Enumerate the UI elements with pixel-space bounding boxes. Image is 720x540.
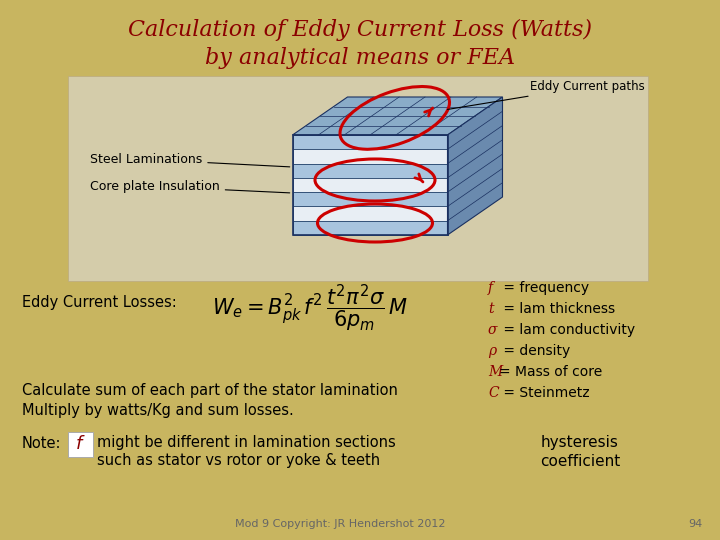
Text: Multiply by watts/Kg and sum losses.: Multiply by watts/Kg and sum losses.: [22, 402, 294, 417]
Text: = Steinmetz: = Steinmetz: [499, 386, 590, 400]
Text: such as stator vs rotor or yoke & teeth: such as stator vs rotor or yoke & teeth: [97, 454, 380, 469]
Text: coefficient: coefficient: [540, 455, 620, 469]
Text: $f$: $f$: [75, 435, 85, 453]
Text: $W_e = B_{pk}^2\, f^2\, \dfrac{t^2\pi^2\sigma}{6p_m}\, M$: $W_e = B_{pk}^2\, f^2\, \dfrac{t^2\pi^2\…: [212, 282, 408, 334]
Text: Calculation of Eddy Current Loss (Watts): Calculation of Eddy Current Loss (Watts): [128, 19, 592, 41]
Text: f: f: [488, 281, 493, 295]
Text: Calculate sum of each part of the stator lamination: Calculate sum of each part of the stator…: [22, 382, 398, 397]
Text: might be different in lamination sections: might be different in lamination section…: [97, 435, 396, 450]
Text: = lam thickness: = lam thickness: [499, 302, 615, 316]
Polygon shape: [292, 178, 448, 192]
Text: = Mass of core: = Mass of core: [499, 365, 602, 379]
Text: t: t: [488, 302, 494, 316]
Polygon shape: [292, 206, 448, 221]
Text: Core plate Insulation: Core plate Insulation: [90, 180, 289, 193]
Polygon shape: [292, 164, 448, 178]
Polygon shape: [292, 221, 448, 235]
Polygon shape: [292, 149, 448, 164]
Text: Note:: Note:: [22, 435, 61, 450]
Text: = lam conductivity: = lam conductivity: [499, 323, 635, 337]
Text: Mod 9 Copyright: JR Hendershot 2012: Mod 9 Copyright: JR Hendershot 2012: [235, 519, 445, 529]
Polygon shape: [292, 192, 448, 206]
Text: σ: σ: [488, 323, 498, 337]
Text: Eddy Current Losses:: Eddy Current Losses:: [22, 294, 176, 309]
FancyBboxPatch shape: [68, 76, 648, 281]
Text: 94: 94: [688, 519, 702, 529]
Text: hysteresis: hysteresis: [541, 435, 619, 450]
Text: Steel Laminations: Steel Laminations: [90, 153, 289, 167]
Polygon shape: [292, 135, 448, 149]
Text: = density: = density: [499, 344, 570, 358]
Text: C: C: [488, 386, 499, 400]
Text: ρ: ρ: [488, 344, 496, 358]
Text: M: M: [488, 365, 503, 379]
Text: Eddy Current paths: Eddy Current paths: [448, 80, 644, 110]
Text: = frequency: = frequency: [499, 281, 589, 295]
Polygon shape: [448, 97, 503, 235]
Text: by analytical means or FEA: by analytical means or FEA: [205, 47, 515, 69]
Polygon shape: [292, 97, 503, 135]
FancyBboxPatch shape: [68, 431, 92, 456]
